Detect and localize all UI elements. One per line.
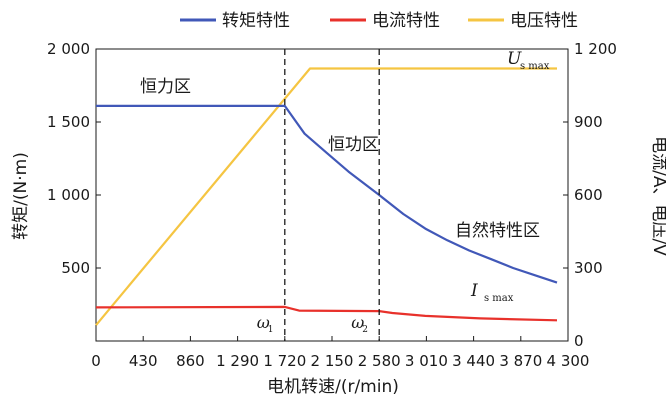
omega-subscript: 2 (362, 325, 368, 335)
x-tick-label: 1 720 (263, 352, 306, 370)
limit-label: U (507, 49, 522, 69)
marker-lines: ω1 ω2 (257, 49, 380, 341)
omega-label: ω (257, 313, 270, 332)
y-right-tick-label: 1 200 (574, 40, 617, 58)
x-tick-label: 2 150 (311, 352, 354, 370)
x-tick-label: 4 300 (547, 352, 590, 370)
tick-labels: 0 430 860 1 290 1 720 2 150 2 580 3 010 3 440 3 8… (47, 40, 617, 370)
series-line (95, 67, 557, 326)
limit-label-subscript: s max (520, 61, 550, 72)
y-right-tick-label: 900 (574, 113, 603, 131)
x-tick-label: 1 290 (216, 352, 259, 370)
legend-label: 转矩特性 (222, 11, 290, 31)
limit-label-subscript: s max (484, 293, 514, 304)
x-tick-label: 2 580 (358, 352, 401, 370)
x-tick-label: 430 (129, 352, 158, 370)
y-right-tick-label: 600 (574, 186, 603, 204)
y-right-tick-label: 300 (574, 259, 603, 277)
x-tick-label: 860 (176, 352, 205, 370)
series-line (96, 104, 558, 284)
limit-label: I (470, 281, 478, 301)
y-left-tick-label: 2 000 (47, 40, 90, 58)
region-annotation: 恒力区 (140, 77, 191, 97)
y-left-tick-label: 1 000 (47, 186, 90, 204)
series-lines (95, 67, 558, 326)
plot-frame (95, 48, 569, 342)
region-annotation: 自然特性区 (455, 221, 540, 241)
y-left-tick-label: 500 (61, 259, 90, 277)
legend-label: 电流特性 (372, 11, 440, 31)
omega-subscript: 1 (268, 325, 274, 335)
legend-label: 电压特性 (510, 11, 578, 31)
y-axis-left-title: 转矩/(N·m) (11, 152, 31, 240)
x-axis-title: 电机转速/(r/min) (267, 377, 399, 397)
x-tick-label: 3 870 (499, 352, 542, 370)
y-left-tick-label: 1 500 (47, 113, 90, 131)
x-tick-label: 3 010 (405, 352, 448, 370)
x-tick-label: 0 (91, 352, 101, 370)
series-line (95, 305, 558, 322)
omega-label: ω (351, 313, 364, 332)
y-axis-right-title: 电流/A、电压/V (649, 136, 666, 256)
region-annotation: 恒功区 (328, 135, 379, 155)
legend: 转矩特性 电流特性 电压特性 (180, 11, 578, 31)
y-right-tick-label: 0 (574, 332, 584, 350)
x-tick-label: 3 440 (452, 352, 495, 370)
